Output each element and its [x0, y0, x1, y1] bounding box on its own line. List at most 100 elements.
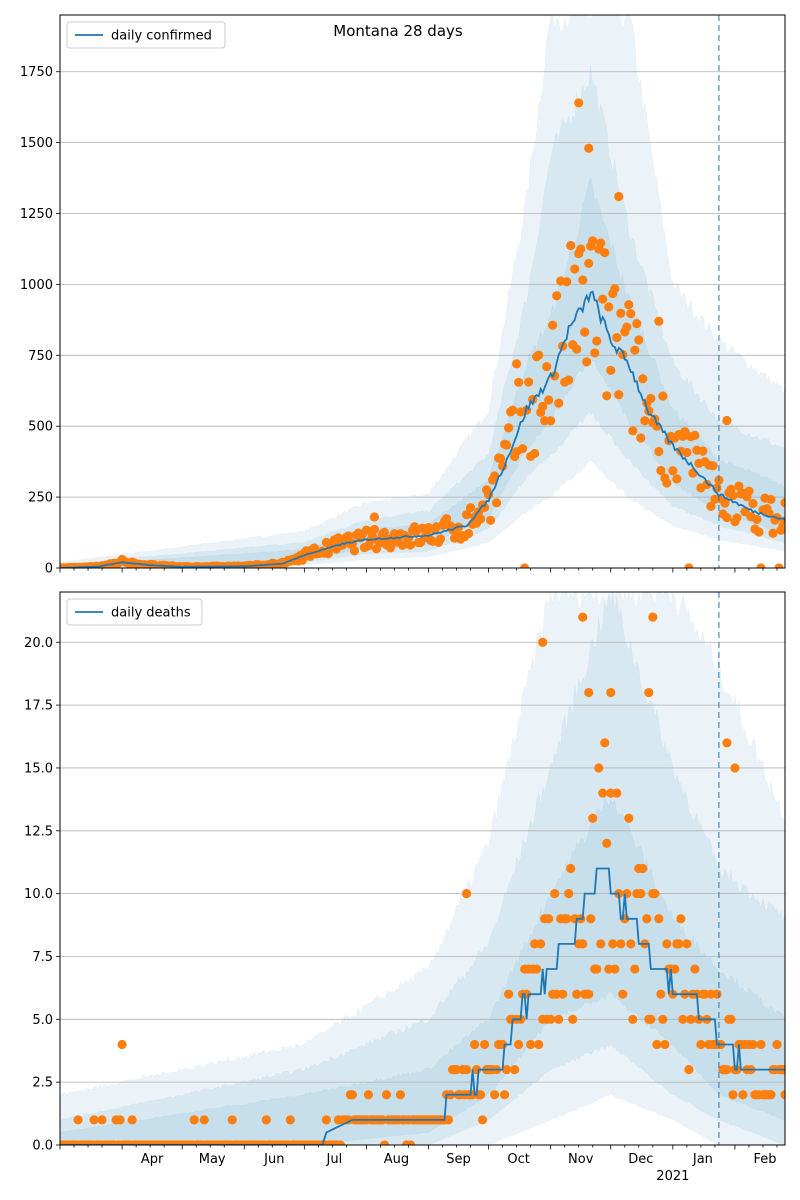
deaths-grid — [60, 641, 785, 1083]
confirmed-data-point — [502, 440, 512, 450]
confirmed-data-point — [596, 238, 606, 248]
confirmed-axis-frame — [59, 14, 786, 569]
deaths-data-point — [489, 1090, 500, 1100]
confirmed-data-point — [734, 481, 744, 491]
confirmed-data-point — [548, 320, 558, 330]
confirmed-data-point — [369, 512, 380, 522]
deaths-data-point — [578, 939, 588, 949]
confirmed-data-point — [584, 258, 594, 269]
deaths-data-point — [722, 1064, 732, 1075]
deaths-bands — [60, 592, 785, 1145]
confirmed-data-point — [636, 433, 646, 443]
confirmed-data-point — [722, 415, 732, 426]
deaths-data-point — [546, 1014, 556, 1024]
confirmed-data-point — [638, 374, 648, 384]
confirmed-data-point — [630, 345, 640, 355]
confirmed-y-tick-label: 1000 — [20, 278, 53, 293]
confirmed-data-point — [624, 300, 634, 310]
confirmed-data-point — [612, 332, 622, 343]
confirmed-legend: daily confirmed — [66, 21, 226, 49]
deaths-data-point — [598, 788, 608, 798]
deaths-data-point — [696, 1039, 706, 1050]
deaths-data-point — [586, 914, 596, 924]
deaths-data-point — [626, 939, 636, 949]
confirmed-data-point — [492, 498, 502, 508]
confirmed-data-point — [744, 486, 754, 496]
deaths-data-point — [381, 1090, 392, 1100]
deaths-data-point — [347, 1090, 358, 1100]
confirmed-legend-box — [66, 21, 226, 49]
confirmed-data-point — [562, 277, 572, 287]
confirmed-data-point — [349, 546, 360, 556]
confirmed-data-point — [520, 563, 530, 568]
x-tick-label: Jul — [326, 1152, 343, 1167]
deaths-data-point — [610, 964, 620, 974]
confirmed-data-point — [722, 513, 732, 523]
deaths-panel: 0.0 2.5 5.0 7.5 10.0 12.5 15.0 17.5 20.0 Apr May J… — [24, 591, 786, 1184]
deaths-data-point — [616, 939, 626, 949]
confirmed-data-point — [580, 327, 590, 337]
deaths-data-point — [379, 1140, 390, 1145]
confirmed-y-tick-label: 1250 — [20, 207, 53, 222]
deaths-data-point — [684, 1064, 694, 1075]
deaths-data-point — [285, 1115, 295, 1125]
confirmed-data-point — [544, 395, 554, 405]
confirmed-y-tick-label: 1500 — [20, 136, 53, 151]
deaths-data-point — [660, 1039, 670, 1050]
deaths-data-point — [566, 863, 576, 874]
confirmed-y-tick-label: 250 — [28, 491, 53, 506]
deaths-data-point — [678, 1014, 688, 1024]
deaths-data-point — [772, 1039, 782, 1050]
confirmed-data-point — [590, 348, 600, 358]
confirmed-data-point — [592, 336, 602, 346]
confirmed-data-point — [690, 430, 700, 440]
deaths-data-point — [461, 1064, 472, 1075]
deaths-data-point — [479, 1039, 490, 1050]
deaths-data-point — [568, 1014, 578, 1024]
deaths-data-point — [227, 1115, 237, 1125]
deaths-data-point — [674, 939, 684, 949]
confirmed-data-point — [361, 525, 372, 535]
deaths-line — [60, 867, 785, 1145]
deaths-data-point — [656, 989, 666, 999]
confirmed-line — [60, 290, 785, 568]
deaths-data-point — [405, 1140, 416, 1145]
year-label: 2021 — [656, 1169, 689, 1184]
x-tick-label: Sep — [446, 1152, 471, 1167]
confirmed-data-point — [702, 479, 712, 490]
confirmed-data-point — [662, 478, 672, 488]
confirmed-legend-label: daily confirmed — [111, 29, 212, 44]
confirmed-data-point — [616, 308, 626, 318]
deaths-data-point — [504, 989, 514, 999]
deaths-data-point — [628, 1014, 638, 1024]
deaths-legend-label: daily deaths — [111, 606, 191, 621]
confirmed-data-point — [570, 264, 580, 274]
deaths-data-point — [646, 1014, 656, 1024]
deaths-band-1 — [60, 592, 785, 1145]
deaths-legend-box — [66, 598, 203, 626]
deaths-data-point — [592, 964, 602, 974]
deaths-data-point — [532, 964, 542, 974]
confirmed-data-point — [728, 491, 738, 501]
confirmed-data-point — [463, 528, 474, 539]
confirmed-data-point — [405, 540, 416, 550]
deaths-data-point — [335, 1140, 345, 1145]
confirmed-data-point — [584, 143, 594, 153]
deaths-data-point — [199, 1115, 209, 1125]
confirmed-data-point — [604, 302, 614, 312]
deaths-data-point — [624, 813, 634, 823]
deaths-data-point — [363, 1090, 374, 1100]
confirmed-data-point — [706, 501, 716, 511]
deaths-data-point — [638, 863, 648, 874]
confirmed-x-ticks — [59, 568, 778, 573]
confirmed-data-point — [489, 471, 500, 481]
deaths-data-point — [756, 1039, 766, 1050]
confirmed-data-point — [632, 318, 642, 329]
deaths-data-point — [564, 889, 574, 899]
deaths-data-point — [117, 1039, 127, 1050]
confirmed-data-point — [461, 510, 472, 520]
confirmed-data-point — [732, 513, 742, 523]
deaths-data-point — [596, 939, 606, 949]
confirmed-data-point — [588, 236, 598, 246]
confirmed-data-point — [552, 291, 562, 301]
